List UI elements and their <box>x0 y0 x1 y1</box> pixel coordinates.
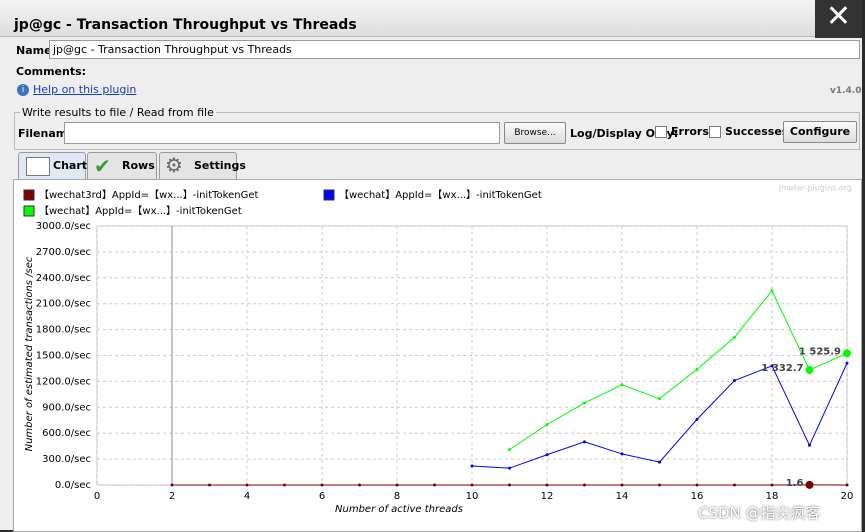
value-label: 1.6 <box>786 478 804 489</box>
point <box>621 484 624 487</box>
y-axis-label: Number of estimated transactions /sec <box>24 256 35 451</box>
y-tick-label: 600.0/sec <box>42 428 91 439</box>
point <box>471 484 474 487</box>
point <box>546 484 549 487</box>
info-icon: i <box>17 84 29 96</box>
y-tick-label: 2700.0/sec <box>36 247 91 258</box>
y-tick-label: 0.0/sec <box>55 480 91 491</box>
filename-field[interactable] <box>64 122 500 144</box>
point <box>171 484 174 487</box>
name-field[interactable]: jp@gc - Transaction Throughput vs Thread… <box>49 40 860 59</box>
point <box>246 484 249 487</box>
point <box>208 484 211 487</box>
comments-label: Comments: <box>16 65 86 78</box>
point <box>358 484 361 487</box>
x-tick-label: 10 <box>466 491 479 502</box>
point <box>771 289 774 292</box>
point <box>696 484 699 487</box>
x-tick-label: 16 <box>691 491 704 502</box>
point <box>846 484 849 487</box>
chart-icon <box>26 157 50 176</box>
point <box>696 418 699 421</box>
point <box>508 448 511 451</box>
window-title: jp@gc - Transaction Throughput vs Thread… <box>14 17 357 33</box>
x-tick-label: 14 <box>616 491 629 502</box>
point <box>658 461 661 464</box>
point <box>843 349 851 357</box>
y-tick-label: 900.0/sec <box>42 402 91 413</box>
x-tick-label: 2 <box>169 491 175 502</box>
y-tick-label: 3000.0/sec <box>36 221 91 232</box>
point <box>621 383 624 386</box>
legend-swatch <box>24 206 34 216</box>
chart: jmeter-plugins.org Number of active thre… <box>14 180 860 520</box>
legend-label: 【wechat】AppId=【wx...】-initTokenGet <box>39 205 242 217</box>
value-label: 1 332.7 <box>761 363 803 374</box>
footer-watermark: CSDN @指尖疯客 <box>698 502 821 523</box>
y-tick-label: 1800.0/sec <box>36 325 91 336</box>
x-tick-label: 4 <box>244 491 250 502</box>
version: v1.4.0 <box>830 86 862 96</box>
errors-checkbox[interactable]: Errors <box>655 125 709 138</box>
point <box>283 484 286 487</box>
close-button[interactable]: ✕ <box>815 0 862 38</box>
watermark: jmeter-plugins.org <box>778 184 852 193</box>
point <box>508 467 511 470</box>
configure-button[interactable]: Configure <box>783 121 857 143</box>
point <box>733 484 736 487</box>
browse-button[interactable]: Browse... <box>504 122 566 144</box>
point <box>733 379 736 382</box>
point <box>546 423 549 426</box>
legend-label: 【wechat3rd】AppId=【wx...】-initTokenGet <box>39 189 258 201</box>
point <box>771 484 774 487</box>
point <box>658 484 661 487</box>
successes-checkbox[interactable]: Successes <box>709 125 788 138</box>
successes-label: Successes <box>725 125 788 138</box>
legend-label: 【wechat】AppId=【wx...】-initTokenGet <box>339 189 542 201</box>
errors-label: Errors <box>671 125 709 138</box>
point <box>433 484 436 487</box>
point <box>806 366 814 374</box>
legend-swatch <box>324 190 334 200</box>
point <box>321 484 324 487</box>
point <box>733 336 736 339</box>
point <box>583 440 586 443</box>
point <box>621 452 624 455</box>
value-label: 1 525.9 <box>799 346 841 357</box>
y-tick-label: 300.0/sec <box>42 454 91 465</box>
point <box>471 465 474 468</box>
x-tick-label: 12 <box>541 491 554 502</box>
y-tick-label: 2400.0/sec <box>36 273 91 284</box>
point <box>806 481 814 489</box>
point <box>846 362 849 365</box>
y-tick-label: 2100.0/sec <box>36 299 91 310</box>
x-tick-label: 6 <box>319 491 325 502</box>
y-tick-label: 1200.0/sec <box>36 376 91 387</box>
point <box>583 401 586 404</box>
point <box>696 368 699 371</box>
x-tick-label: 20 <box>841 491 854 502</box>
point <box>583 484 586 487</box>
settings-icon: ⚙ <box>165 153 183 177</box>
help-link[interactable]: Help on this plugin <box>33 83 136 96</box>
point <box>546 453 549 456</box>
group-title: Write results to file / Read from file <box>20 106 216 119</box>
rows-icon: ✔ <box>94 154 111 178</box>
point <box>396 484 399 487</box>
x-tick-label: 18 <box>766 491 779 502</box>
x-axis-label: Number of active threads <box>335 504 463 515</box>
point <box>808 444 811 447</box>
point <box>508 484 511 487</box>
x-tick-label: 8 <box>394 491 400 502</box>
point <box>658 397 661 400</box>
x-tick-label: 0 <box>94 491 100 502</box>
y-tick-label: 1500.0/sec <box>36 351 91 362</box>
legend-swatch <box>24 190 34 200</box>
